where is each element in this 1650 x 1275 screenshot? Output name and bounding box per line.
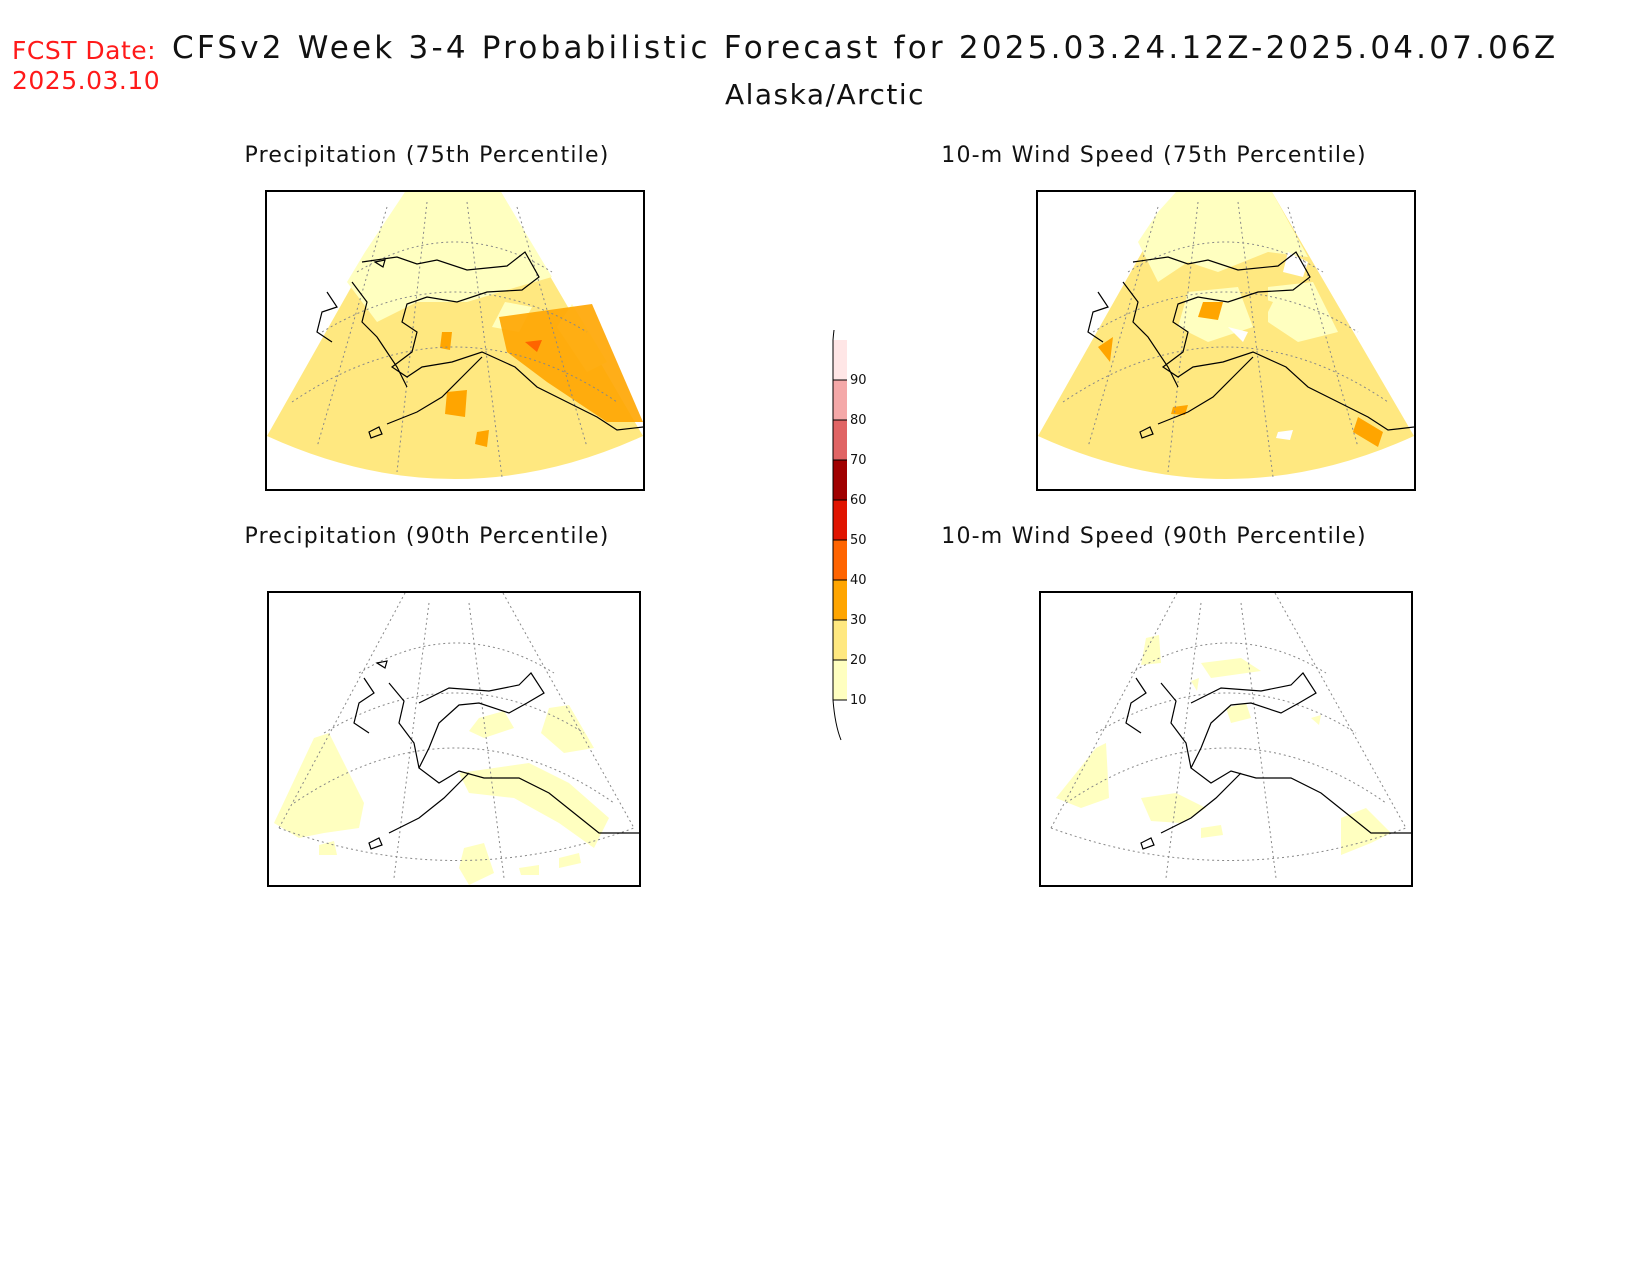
colorbar-tick-label: 80: [850, 413, 867, 428]
coastline: [316, 251, 643, 439]
colorbar-tick-label: 90: [850, 373, 867, 388]
colorbar-tick-label: 60: [850, 493, 867, 508]
map-sector-fill: [1038, 192, 1414, 479]
colorbar: 10 20 30 40 50 60 70 80 90: [800, 299, 880, 754]
graticule: [291, 201, 618, 478]
panel-title-wind-75: 10-m Wind Speed (75th Percentile): [941, 143, 1367, 168]
coastline: [353, 660, 639, 850]
panel-title-precip-75: Precipitation (75th Percentile): [244, 143, 610, 168]
colorbar-top-tip: [832, 299, 842, 341]
map-panel-wind-90: [1039, 591, 1413, 887]
coastline: [1125, 672, 1411, 850]
forecast-date-label: FCST Date:: [12, 36, 157, 65]
colorbar-swatch: [833, 580, 847, 620]
colorbar-swatch: [833, 620, 847, 660]
colorbar-swatch: [833, 340, 847, 380]
map-sector-fill: [1056, 635, 1391, 855]
figure-title: CFSv2 Week 3-4 Probabilistic Forecast fo…: [172, 30, 1559, 66]
panel-title-precip-90: Precipitation (90th Percentile): [244, 524, 610, 549]
colorbar-tick-label: 50: [850, 533, 867, 548]
colorbar-tick-label: 30: [850, 613, 867, 628]
colorbar-svg: 10 20 30 40 50 60 70 80 90: [832, 299, 867, 741]
map-sector-fill: [267, 192, 643, 479]
colorbar-swatch: [833, 460, 847, 500]
coastline: [1087, 251, 1414, 439]
map-panel-wind-75: [1036, 190, 1416, 491]
colorbar-tick-label: 40: [850, 573, 867, 588]
colorbar-swatch: [833, 500, 847, 540]
colorbar-bottom-tip: [832, 699, 842, 741]
graticule: [1050, 593, 1407, 879]
panel-title-wind-90: 10-m Wind Speed (90th Percentile): [941, 524, 1367, 549]
graticule: [1062, 201, 1389, 478]
map-panel-precip-75: [265, 190, 645, 491]
colorbar-swatch: [833, 540, 847, 580]
region-subtitle: Alaska/Arctic: [724, 78, 926, 111]
forecast-date-block: FCST Date: 2025.03.10: [12, 36, 160, 96]
colorbar-swatch: [833, 380, 847, 420]
map-sector-fill: [274, 705, 609, 885]
colorbar-tick-label: 20: [850, 653, 867, 668]
forecast-date-value: 2025.03.10: [12, 66, 161, 95]
colorbar-swatch: [833, 420, 847, 460]
colorbar-swatch: [833, 660, 847, 700]
map-panel-precip-90: [267, 591, 641, 887]
graticule: [278, 593, 635, 879]
colorbar-tick-label: 10: [850, 693, 867, 708]
colorbar-tick-label: 70: [850, 453, 867, 468]
